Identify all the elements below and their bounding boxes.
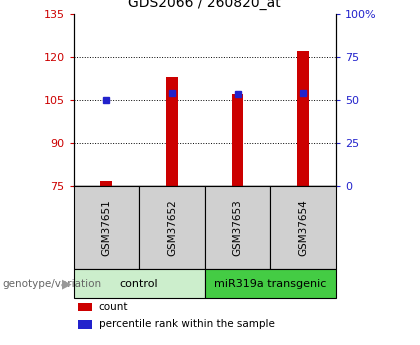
Text: GSM37653: GSM37653	[233, 199, 243, 256]
Bar	[297, 51, 309, 186]
Text: genotype/variation: genotype/variation	[2, 279, 101, 289]
Text: percentile rank within the sample: percentile rank within the sample	[99, 319, 275, 329]
Text: miR319a transgenic: miR319a transgenic	[214, 279, 327, 289]
Text: control: control	[120, 279, 158, 289]
Bar	[232, 94, 244, 186]
Bar	[100, 180, 112, 186]
Title: GDS2066 / 260820_at: GDS2066 / 260820_at	[129, 0, 281, 10]
Text: GSM37651: GSM37651	[101, 199, 111, 256]
Text: GSM37654: GSM37654	[298, 199, 308, 256]
Text: count: count	[99, 302, 128, 312]
Text: GSM37652: GSM37652	[167, 199, 177, 256]
Bar	[166, 77, 178, 186]
Text: ▶: ▶	[62, 277, 71, 290]
